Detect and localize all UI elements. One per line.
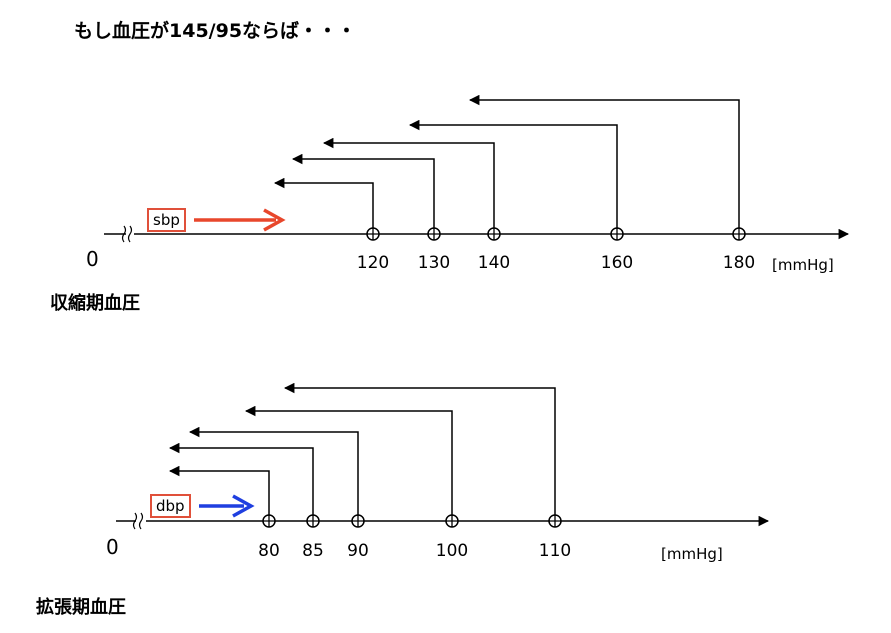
systolic-diagram: [104, 94, 850, 243]
systolic-bracket-160: [408, 119, 618, 234]
dbp-arrow: [199, 494, 255, 518]
sbp-label: sbp: [147, 208, 186, 232]
systolic-tick-label: 180: [722, 253, 756, 273]
systolic-tick-label: 120: [356, 253, 390, 273]
diastolic-bracket-85: [168, 442, 314, 521]
diastolic-zero-label: 0: [106, 535, 119, 559]
diastolic-tick-cross: [263, 515, 561, 527]
diastolic-tick-label: 80: [258, 541, 280, 561]
systolic-unit-label: [mmHg]: [772, 256, 834, 274]
systolic-axis-break: [121, 225, 133, 243]
systolic-tick-label: 140: [477, 253, 511, 273]
systolic-bracket-130: [291, 153, 435, 234]
systolic-bracket-180: [468, 94, 740, 234]
sbp-arrow: [194, 208, 286, 232]
systolic-tick-label: 160: [600, 253, 634, 273]
diastolic-tick-label: 110: [538, 541, 572, 561]
systolic-bracket-120: [273, 177, 374, 234]
diastolic-bracket-100: [244, 405, 453, 521]
diastolic-bracket-90: [188, 426, 359, 521]
systolic-tick-label: 130: [417, 253, 451, 273]
diastolic-tick-label: 90: [347, 541, 369, 561]
diastolic-bracket-80: [168, 465, 270, 521]
diastolic-axis-break: [132, 512, 144, 530]
systolic-bracket-140: [322, 137, 495, 234]
systolic-zero-label: 0: [86, 247, 99, 271]
dbp-label: dbp: [150, 494, 191, 518]
diastolic-bracket-110: [283, 382, 556, 521]
diastolic-section-label: 拡張期血圧: [36, 597, 126, 618]
systolic-section-label: 収縮期血圧: [50, 293, 140, 314]
diastolic-tick-label: 85: [302, 541, 324, 561]
diastolic-diagram: [116, 382, 770, 530]
page-title: もし血圧が145/95ならば・・・: [74, 20, 357, 42]
systolic-tick-cross: [367, 228, 745, 240]
diastolic-unit-label: [mmHg]: [661, 545, 723, 563]
diastolic-tick-label: 100: [435, 541, 469, 561]
